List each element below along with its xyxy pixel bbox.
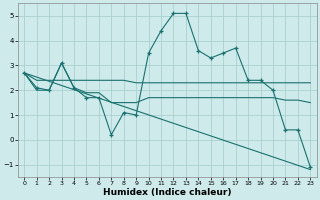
- X-axis label: Humidex (Indice chaleur): Humidex (Indice chaleur): [103, 188, 232, 197]
